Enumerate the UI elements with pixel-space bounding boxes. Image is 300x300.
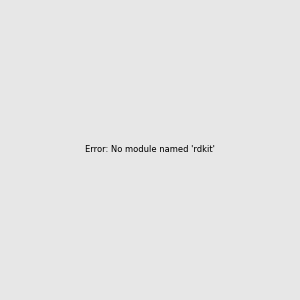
Text: Error: No module named 'rdkit': Error: No module named 'rdkit' — [85, 146, 215, 154]
